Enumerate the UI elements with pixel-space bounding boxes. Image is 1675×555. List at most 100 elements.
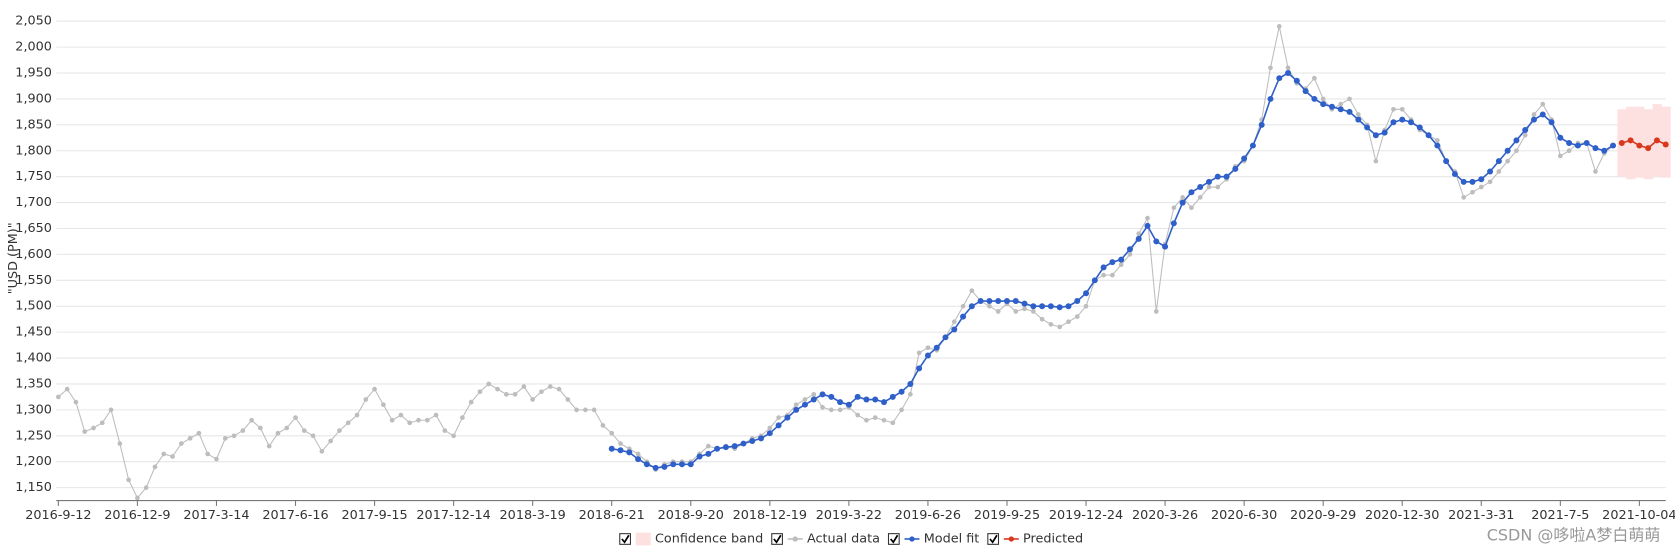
- axes: 1,150 1,200 1,250 1,300 1,350 1,400 1,450 1,500…: [15, 14, 1675, 523]
- data-point: [512, 391, 518, 397]
- data-point: [1276, 75, 1283, 82]
- data-point: [1241, 155, 1248, 162]
- data-point: [705, 443, 711, 449]
- data-point: [987, 303, 992, 309]
- data-point: [284, 425, 290, 431]
- data-point: [1495, 158, 1502, 165]
- data-point: [1469, 178, 1476, 185]
- legend-label: Confidence band: [655, 531, 763, 546]
- data-point: [1320, 96, 1326, 102]
- data-point: [301, 428, 307, 433]
- data-point: [1592, 145, 1599, 152]
- data-point: [1083, 303, 1089, 309]
- legend-item[interactable]: Predicted: [987, 531, 1083, 546]
- data-point: [1110, 272, 1115, 278]
- data-point: [214, 456, 219, 462]
- legend-checkbox[interactable]: [619, 533, 631, 545]
- legend-item[interactable]: Model fit: [887, 531, 980, 546]
- legend-swatch: [635, 532, 651, 546]
- data-point: [1065, 303, 1072, 310]
- data-point: [890, 420, 896, 426]
- data-point: [1268, 65, 1273, 71]
- data-point: [143, 485, 149, 490]
- data-point: [99, 420, 105, 426]
- data-point: [1653, 137, 1660, 144]
- data-point: [1030, 309, 1036, 314]
- data-point: [907, 380, 914, 387]
- data-point: [1056, 304, 1063, 311]
- x-tick-label: 2021-10-04: [1602, 508, 1675, 523]
- data-point: [1540, 101, 1546, 107]
- data-point: [1074, 314, 1080, 319]
- data-point: [925, 345, 931, 351]
- x-tick-label: 2016-9-12: [25, 508, 91, 523]
- legend-checkbox[interactable]: [987, 533, 1000, 545]
- data-point: [539, 389, 544, 395]
- data-point: [908, 391, 913, 397]
- data-point: [661, 463, 668, 470]
- data-point: [1539, 111, 1546, 118]
- data-point: [652, 464, 659, 471]
- data-point: [916, 350, 922, 356]
- checkmark: [621, 534, 630, 544]
- data-point: [468, 399, 474, 405]
- data-point: [635, 451, 641, 457]
- x-tick-label: 2019-3-22: [816, 508, 882, 523]
- legend-item[interactable]: Confidence band: [619, 531, 763, 546]
- data-point: [1153, 309, 1159, 314]
- data-point: [1372, 132, 1379, 139]
- data-point: [1057, 324, 1063, 330]
- data-point: [1311, 95, 1318, 102]
- confidence-band: [1643, 109, 1654, 180]
- data-point: [1312, 75, 1317, 81]
- data-point: [1188, 189, 1195, 196]
- data-point: [1074, 298, 1081, 305]
- data-point: [1583, 139, 1590, 146]
- data-point: [178, 441, 184, 446]
- data-point: [942, 334, 949, 341]
- data-point: [135, 495, 140, 501]
- y-tick-label: 1,450: [15, 325, 52, 340]
- data-point: [1145, 215, 1150, 221]
- data-point: [670, 461, 677, 468]
- data-point: [1425, 132, 1432, 139]
- data-point: [1373, 158, 1379, 164]
- legend-item[interactable]: Actual data: [771, 531, 880, 546]
- data-point: [1022, 306, 1027, 312]
- data-point: [1504, 147, 1511, 154]
- data-point: [1136, 231, 1142, 237]
- y-tick-label: 1,650: [15, 221, 52, 236]
- legend-label: Model fit: [924, 531, 980, 546]
- data-point: [1135, 235, 1142, 242]
- data-point: [1530, 116, 1537, 123]
- data-point: [889, 393, 896, 400]
- data-point: [231, 433, 237, 439]
- data-point: [1328, 103, 1335, 110]
- data-point: [951, 326, 958, 333]
- data-point: [1460, 178, 1467, 185]
- data-point: [1206, 178, 1212, 185]
- data-point: [1531, 112, 1537, 117]
- y-tick-label: 1,400: [15, 351, 52, 366]
- legend-checkbox[interactable]: [771, 533, 783, 545]
- data-point: [898, 388, 905, 395]
- data-point: [1013, 309, 1019, 314]
- data-point: [1197, 184, 1204, 191]
- data-point: [1258, 121, 1265, 128]
- x-tick-label: 2018-3-19: [500, 508, 566, 523]
- data-point: [161, 451, 167, 457]
- data-point: [1249, 142, 1256, 149]
- data-point: [187, 436, 193, 441]
- data-point: [828, 407, 834, 413]
- data-point: [258, 425, 263, 431]
- data-point: [933, 344, 940, 351]
- data-point: [960, 303, 966, 309]
- data-point: [451, 433, 456, 439]
- data-point: [740, 440, 747, 447]
- data-point: [1636, 142, 1643, 149]
- data-point: [442, 428, 448, 433]
- legend-checkbox[interactable]: [887, 533, 900, 545]
- data-point: [731, 443, 738, 450]
- data-point: [820, 404, 825, 410]
